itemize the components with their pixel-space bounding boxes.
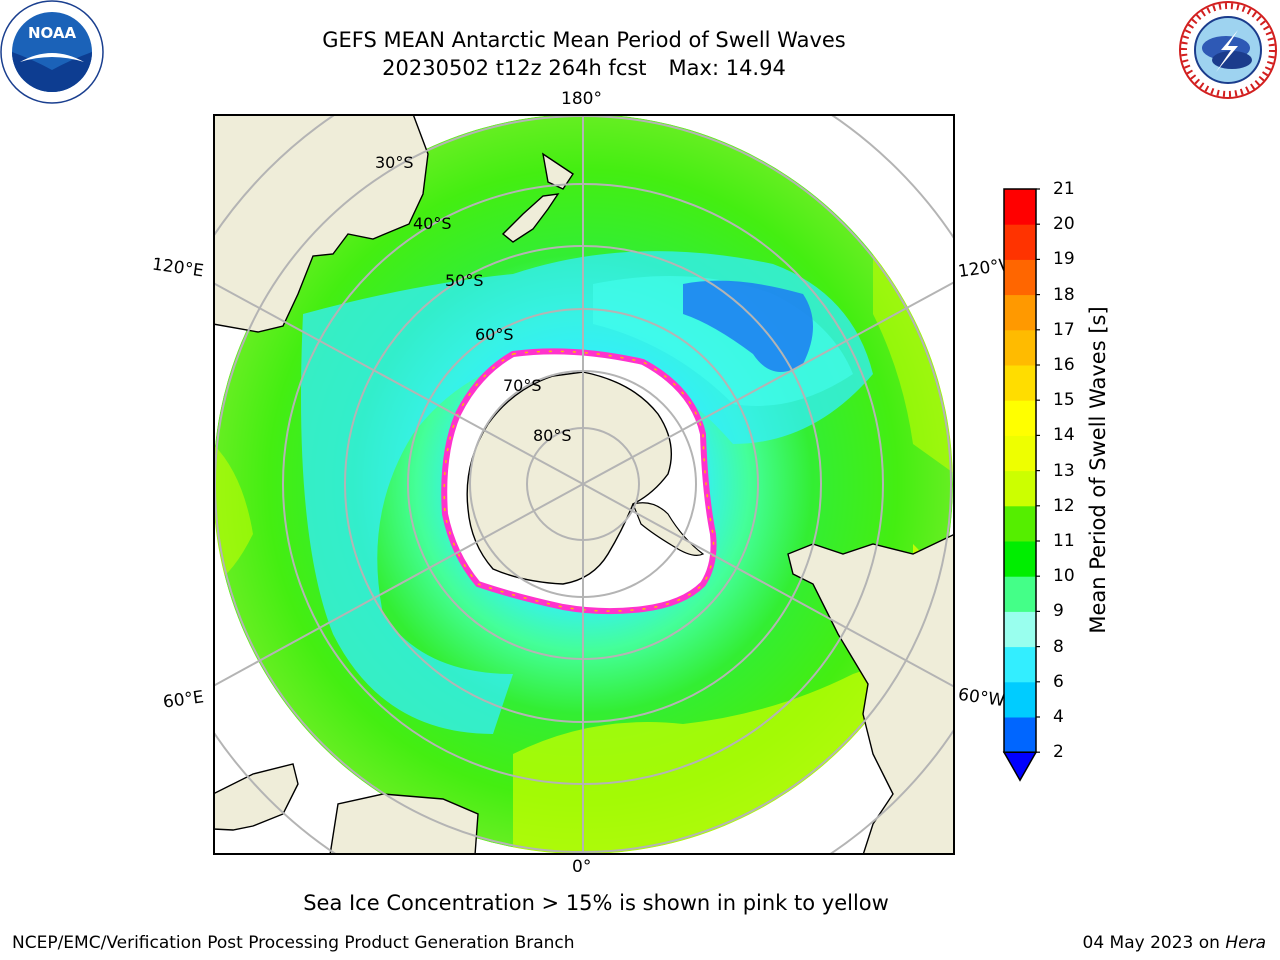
colorbar [1002, 188, 1040, 782]
colorbar-segment [1004, 470, 1036, 507]
colorbar-tick-label: 8 [1053, 636, 1064, 657]
colorbar-tick-label: 6 [1053, 671, 1064, 692]
colorbar-tick-label: 12 [1053, 495, 1075, 516]
lat-label-40s: 40°S [413, 214, 452, 233]
colorbar-tick-label: 19 [1053, 249, 1075, 270]
colorbar-segment [1004, 329, 1036, 366]
colorbar-extend-arrow [1002, 751, 1038, 782]
lat-label-60s: 60°S [475, 325, 514, 344]
machine-name: Hera [1225, 933, 1266, 953]
colorbar-tick-label: 10 [1053, 566, 1075, 587]
colorbar-tick-label: 15 [1053, 390, 1075, 411]
lon-label-0: 0° [572, 857, 592, 877]
colorbar-tick-label: 21 [1053, 179, 1075, 199]
colorbar-tick-label: 16 [1053, 355, 1075, 375]
lat-label-80s: 80°S [533, 426, 572, 445]
noaa-logo-text: NOAA [28, 24, 77, 42]
forecast-time: 20230502 t12z 264h fcst [382, 56, 647, 80]
colorbar-tick-label: 14 [1053, 425, 1075, 446]
colorbar-tick-label: 4 [1053, 707, 1064, 727]
colorbar-segment [1004, 646, 1036, 683]
lon-label-60w: 60°W [956, 684, 1007, 712]
colorbar-label: Mean Period of Swell Waves [s] [1086, 306, 1110, 634]
colorbar-tick-label: 17 [1053, 319, 1075, 340]
colorbar-segment [1004, 541, 1036, 577]
colorbar-segment [1004, 611, 1036, 648]
nws-logo [1179, 1, 1277, 99]
sea-ice-note-text: Sea Ice Concentration > 15% is shown in … [303, 891, 889, 915]
colorbar-segment [1004, 259, 1036, 296]
colorbar-segment [1004, 189, 1036, 225]
colorbar-segment [1004, 576, 1036, 612]
colorbar-tick-label: 13 [1053, 460, 1075, 481]
colorbar-tick-label: 11 [1053, 531, 1075, 551]
colorbar-segment [1004, 681, 1036, 718]
lat-label-30s: 30°S [375, 153, 414, 172]
map-border [213, 114, 955, 855]
colorbar-tick-label: 18 [1053, 284, 1075, 305]
polar-map: 30°S 40°S 50°S 60°S 70°S 80°S [213, 114, 955, 855]
colorbar-segment [1004, 400, 1036, 436]
colorbar-segment [1004, 365, 1036, 401]
map-subtitle: 20230502 t12z 264h fcst Max: 14.94 [200, 55, 968, 81]
lon-label-180: 180° [561, 89, 602, 109]
colorbar-tick-label: 9 [1053, 601, 1064, 622]
lon-label-60e: 60°E [161, 687, 206, 713]
date-text: 04 May 2023 on Hera [1083, 933, 1267, 953]
colorbar-tick-label: 20 [1053, 214, 1075, 235]
lat-label-50s: 50°S [445, 271, 484, 290]
colorbar-tick-label: 2 [1053, 742, 1064, 763]
colorbar-segment [1004, 224, 1036, 260]
max-value: Max: 14.94 [668, 56, 786, 80]
map-title: GEFS MEAN Antarctic Mean Period of Swell… [322, 28, 846, 52]
lat-label-70s: 70°S [503, 376, 542, 395]
colorbar-segment [1004, 505, 1036, 542]
land [213, 114, 955, 855]
colorbar-segment [1004, 717, 1036, 753]
colorbar-segment [1004, 435, 1036, 472]
date-value: 04 May 2023 on [1082, 933, 1220, 953]
sea-ice-note: Sea Ice Concentration > 15% is shown in … [0, 891, 1280, 915]
credit-text: NCEP/EMC/Verification Post Processing Pr… [12, 933, 575, 953]
colorbar-segment [1004, 294, 1036, 331]
noaa-logo: NOAA [0, 0, 104, 104]
lon-label-120e: 120°E [150, 254, 205, 282]
long-period-patch [683, 280, 813, 372]
